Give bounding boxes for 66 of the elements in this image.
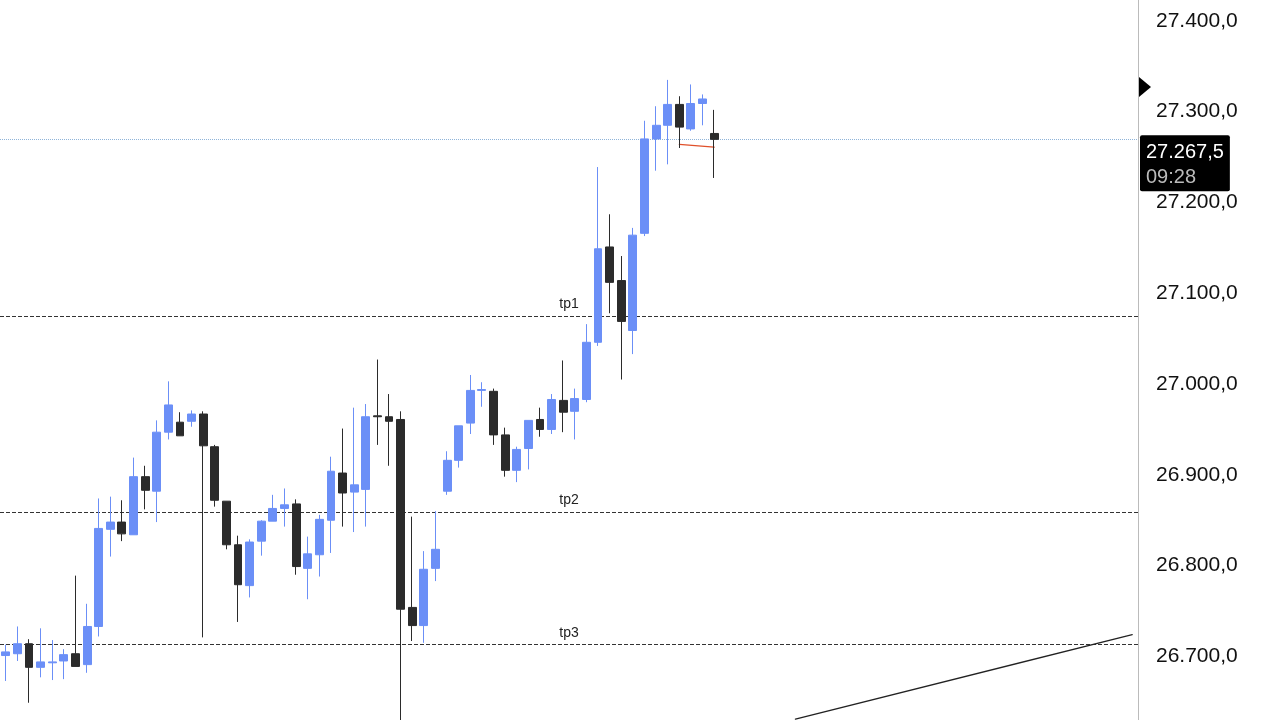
candlestick [106,496,115,558]
candlestick [245,538,254,598]
candlestick [164,380,173,440]
candlestick [686,83,695,132]
y-tick-label: 27.300,0 [1156,98,1238,122]
ref-line-label: tp3 [559,623,579,640]
candlestick [408,516,417,642]
ref-line-label: 27.267,5 [1146,139,1224,162]
candlestick [303,536,312,600]
candlestick [419,550,428,644]
candlestick [652,105,661,172]
candlestick [48,639,57,681]
candlestick [559,359,568,433]
y-tick-label: 26.700,0 [1156,643,1238,667]
candlestick [489,388,498,446]
candlestick [663,79,672,165]
candlestick [83,603,92,674]
candlestick [315,514,324,578]
candlestick [547,393,556,435]
candlestick [187,409,196,428]
ref-line-label: tp2 [559,491,579,508]
candlestick [268,494,277,522]
candlestick [350,407,359,533]
candlestick [477,381,486,408]
candlestick [582,323,591,403]
y-tick-label: 26.800,0 [1156,552,1238,576]
candlestick [594,166,602,347]
y-tick-label: 27.100,0 [1156,279,1238,303]
candlestick [512,446,521,483]
candlestick [570,388,579,440]
candlestick [675,95,684,149]
candlestick [361,403,370,528]
candlestick [152,419,161,523]
candlestick [176,411,184,437]
ref-line-label: tp1 [559,294,579,311]
candlestick [605,213,614,314]
candlestick [373,359,382,446]
y-tick-label: 27.000,0 [1156,370,1238,394]
candlestick [1,644,10,682]
candlestick [94,497,103,637]
candlestick [640,120,649,237]
candlestick [36,627,45,678]
candlestick [443,450,452,496]
candlestick [466,374,475,435]
candlestick [129,457,138,536]
candlestick [141,465,150,510]
candlestick [257,519,266,557]
candlestick [698,93,707,126]
candlestick [210,444,219,508]
candlestick [59,648,68,680]
y-tick-label: 26.900,0 [1156,461,1238,485]
candlestick [536,407,544,438]
text: 09:28 [1146,164,1197,187]
candlestick [234,535,242,623]
candlestick [431,510,440,582]
candlestick [327,456,335,554]
candlestick [628,227,637,355]
candlestick [710,109,719,179]
candlestick [501,427,510,478]
y-tick-label: 27.400,0 [1156,7,1238,31]
candlestick [13,625,22,662]
candlestick [454,425,463,469]
y-tick-label: 27.200,0 [1156,189,1238,213]
candlestick [280,487,289,528]
candlestick [524,419,533,470]
candlestick [385,393,393,467]
